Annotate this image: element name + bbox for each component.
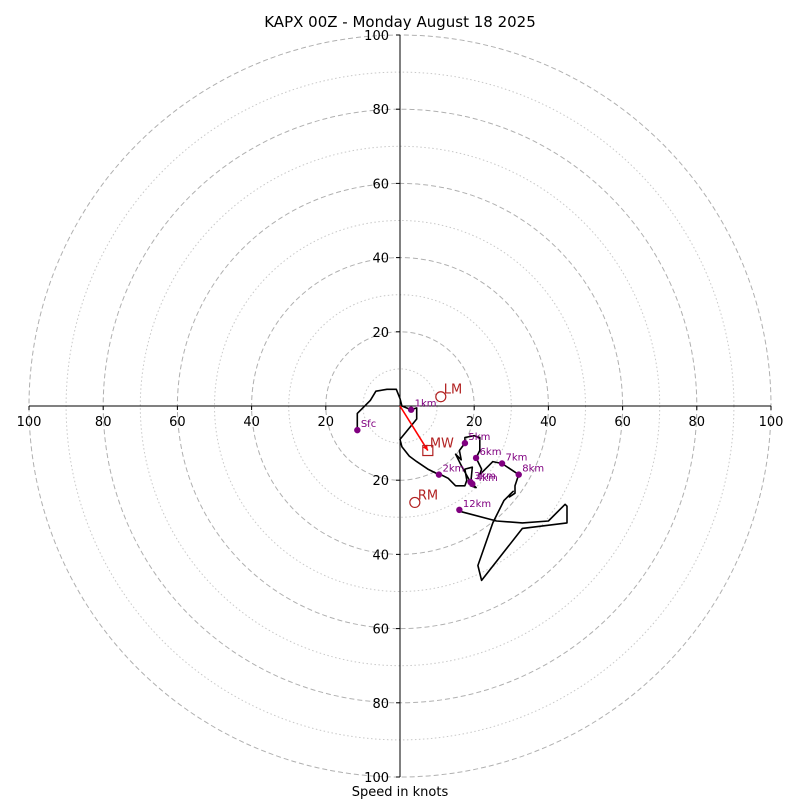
chart-title: KAPX 00Z - Monday August 18 2025	[264, 13, 536, 31]
x-tick-label: 80	[689, 415, 706, 430]
height-marker-12km	[456, 506, 463, 514]
x-tick-label: 60	[614, 415, 631, 430]
y-tick-label: 80	[372, 103, 389, 118]
lm-marker	[435, 391, 447, 403]
y-tick-label: 40	[372, 252, 389, 267]
height-label-4km: 4km	[476, 473, 498, 484]
storm-vector-line	[399, 405, 429, 451]
y-tick-label: 80	[372, 697, 389, 712]
height-label-12km: 12km	[463, 499, 491, 510]
height-label-8km: 8km	[522, 464, 544, 475]
x-tick-label: 100	[17, 415, 42, 430]
storm-motion-markers: LM RM MW	[409, 383, 462, 509]
rm-label: RM	[418, 488, 438, 503]
x-tick-label: 60	[169, 415, 186, 430]
height-marker-7km	[498, 460, 506, 467]
height-label-5km: 5km	[468, 432, 490, 443]
rm-marker	[409, 496, 421, 509]
height-label-3km: 3km	[474, 471, 496, 482]
x-axis-label: Speed in knots	[352, 785, 449, 800]
hodograph-line	[356, 388, 568, 582]
height-marker-8km	[515, 471, 522, 478]
height-marker-4km	[469, 480, 476, 488]
height-marker-5km	[461, 439, 469, 447]
x-tick-label: 40	[540, 415, 557, 430]
y-tick-label: 60	[372, 623, 389, 638]
height-label-6km: 6km	[480, 447, 502, 458]
y-tick-label: 20	[372, 326, 389, 341]
storm-motion-vector	[399, 405, 429, 451]
height-label-sfc: Sfc	[361, 419, 376, 430]
x-tick-label: 20	[318, 415, 335, 430]
y-tick-label: 100	[364, 771, 389, 786]
mw-label: MW	[430, 437, 454, 452]
y-tick-label: 20	[372, 474, 389, 489]
x-tick-label: 100	[759, 415, 784, 430]
height-marker-sfc	[354, 426, 361, 434]
height-label-1km: 1km	[415, 399, 437, 410]
height-marker-6km	[472, 454, 480, 462]
y-tick-label: 60	[372, 177, 389, 192]
height-marker-2km	[435, 471, 443, 478]
height-marker-1km	[407, 406, 415, 413]
hodograph-trace	[356, 388, 568, 582]
x-tick-label: 40	[243, 415, 260, 430]
y-tick-label: 100	[364, 29, 389, 44]
height-label-2km: 2km	[442, 464, 464, 475]
mw-marker	[422, 444, 434, 457]
y-tick-label: 40	[372, 548, 389, 563]
height-label-7km: 7km	[506, 453, 528, 464]
x-tick-label: 20	[466, 415, 483, 430]
lm-label: LM	[444, 383, 462, 398]
tick-labels: 100 80 60 40 20 20 40 60 80 100 20 40 60 80 100 20 40 60 8…	[17, 29, 784, 786]
x-tick-label: 80	[95, 415, 112, 430]
